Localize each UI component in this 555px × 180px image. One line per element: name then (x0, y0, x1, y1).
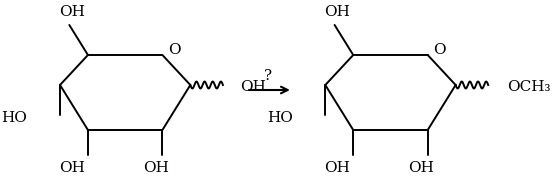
Text: OH: OH (59, 161, 85, 175)
Text: OH: OH (325, 161, 350, 175)
Text: HO: HO (2, 111, 27, 125)
Text: O: O (433, 43, 446, 57)
Text: OH: OH (240, 80, 265, 94)
Text: OH: OH (408, 161, 434, 175)
Text: HO: HO (267, 111, 292, 125)
Text: OCH₃: OCH₃ (507, 80, 551, 94)
Text: O: O (168, 43, 181, 57)
Text: OH: OH (325, 5, 350, 19)
Text: ?: ? (264, 69, 271, 83)
Text: OH: OH (143, 161, 169, 175)
Text: OH: OH (59, 5, 85, 19)
